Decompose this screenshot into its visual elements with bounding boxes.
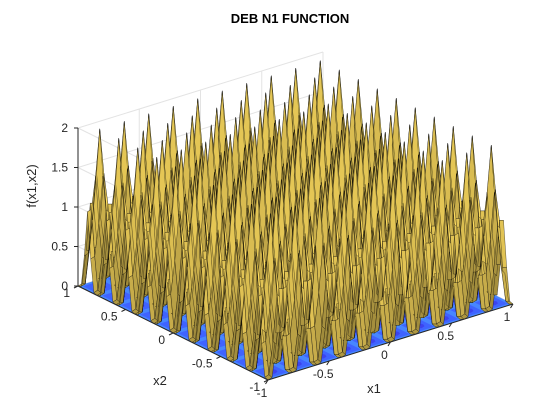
x-tick-label: 1 bbox=[504, 310, 511, 324]
x-tick bbox=[326, 360, 330, 366]
y-tick-label: 0.5 bbox=[101, 310, 118, 324]
y-tick bbox=[168, 332, 174, 336]
y-tick bbox=[216, 356, 221, 359]
x-tick-label: 0.5 bbox=[437, 329, 454, 343]
z-tick-label: 0 bbox=[61, 279, 68, 293]
y-tick bbox=[121, 309, 126, 312]
x-tick bbox=[448, 322, 453, 328]
y-tick-label: -1 bbox=[249, 380, 260, 394]
grid-line bbox=[77, 51, 324, 129]
x-tick-label: 0 bbox=[381, 348, 388, 362]
x-tick bbox=[510, 303, 514, 309]
y-tick-label: 1 bbox=[63, 286, 70, 300]
x-tick bbox=[387, 341, 391, 347]
y-tick bbox=[263, 379, 269, 383]
x-tick-label: -1 bbox=[257, 386, 268, 400]
z-tick-label: 1 bbox=[61, 200, 68, 214]
y-axis-label: x2 bbox=[153, 373, 167, 388]
chart-title: DEB N1 FUNCTION bbox=[231, 11, 349, 26]
z-tick-label: 1.5 bbox=[51, 161, 68, 175]
y-tick-label: -0.5 bbox=[192, 357, 213, 371]
z-axis-label: f(x1,x2) bbox=[24, 164, 39, 207]
z-tick-label: 0.5 bbox=[51, 240, 68, 254]
x-axis-label: x1 bbox=[367, 381, 381, 396]
x-tick-label: -0.5 bbox=[313, 367, 334, 381]
surface-mesh bbox=[77, 60, 514, 381]
y-tick-label: 0 bbox=[158, 333, 165, 347]
z-tick-label: 2 bbox=[61, 121, 68, 135]
